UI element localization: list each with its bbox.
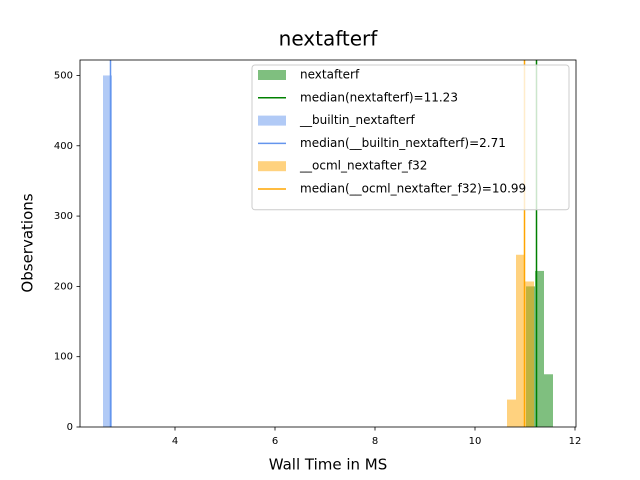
- legend-swatch: [258, 115, 286, 126]
- legend-label: median(__builtin_nextafterf)=2.71: [300, 136, 506, 150]
- histogram-bar: [516, 254, 525, 427]
- y-tick-label: 100: [54, 352, 73, 363]
- y-axis-label: Observations: [19, 193, 37, 292]
- legend-label: median(nextafterf)=11.23: [300, 90, 458, 104]
- y-tick-label: 300: [54, 211, 73, 222]
- x-tick-label: 8: [372, 436, 378, 447]
- legend-box: [251, 64, 570, 211]
- legend-label: __ocml_nextafter_f32: [299, 159, 427, 173]
- histogram-bar: [535, 270, 544, 427]
- x-tick-label: 10: [469, 436, 482, 447]
- legend-swatch: [258, 161, 286, 172]
- x-axis-label: Wall Time in MS: [269, 456, 388, 474]
- legend-label: nextafterf: [300, 68, 360, 82]
- x-tick-label: 6: [272, 436, 278, 447]
- legend-label: median(__ocml_nextafter_f32)=10.99: [300, 182, 526, 196]
- histogram-bar: [525, 281, 534, 427]
- y-tick-label: 200: [54, 281, 73, 292]
- chart-title: nextafterf: [279, 27, 379, 51]
- histogram-bar: [544, 374, 553, 427]
- axes-frame: [79, 59, 577, 428]
- y-tick-label: 400: [54, 141, 73, 152]
- histogram-bar: [507, 399, 516, 427]
- histogram-bar: [103, 75, 112, 427]
- y-tick-label: 500: [54, 70, 73, 81]
- y-tick-label: 0: [67, 422, 73, 433]
- x-tick-label: 12: [569, 436, 582, 447]
- legend-swatch: [258, 70, 286, 80]
- x-tick-label: 4: [172, 436, 178, 447]
- legend-label: __builtin_nextafterf: [299, 113, 416, 127]
